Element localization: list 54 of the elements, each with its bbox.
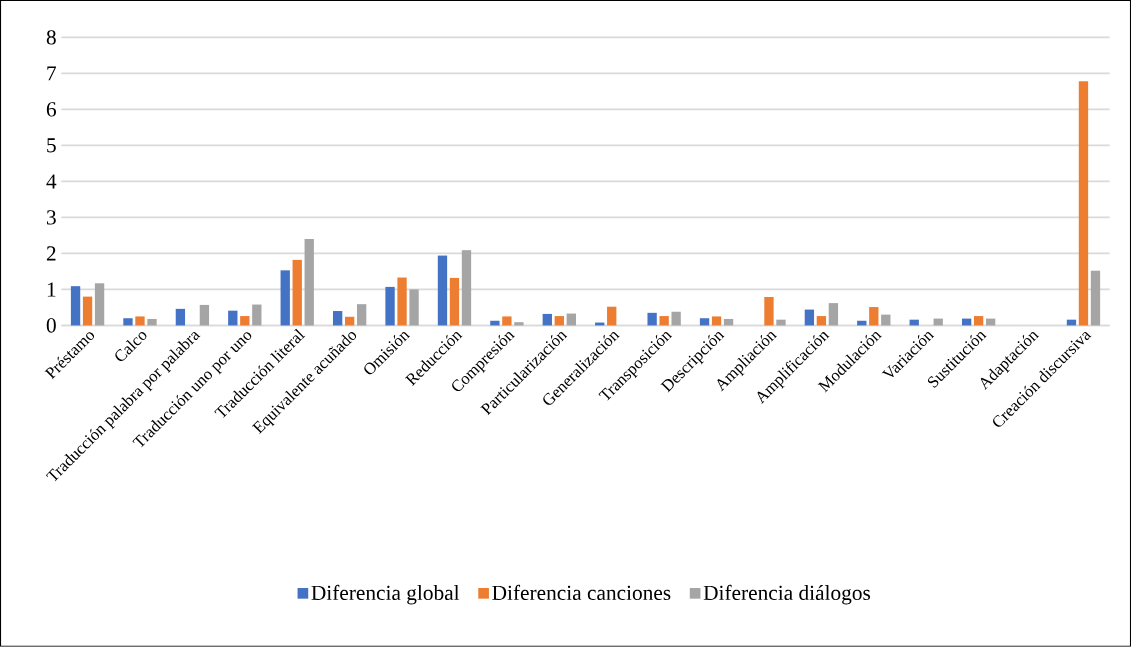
y-tick-label: 0 [46,318,56,333]
bar [764,297,774,326]
bar [461,250,472,326]
bar [70,286,81,326]
legend-label: Diferencia diálogos [703,584,871,605]
bar [554,316,564,326]
bar [252,304,262,326]
bar [356,304,367,326]
bar [449,277,460,326]
bar [1090,270,1101,326]
bar [711,316,722,326]
bar [240,316,250,326]
bar [514,322,524,326]
bar [332,311,343,326]
bar [228,310,238,326]
bar [397,277,407,326]
bar [409,289,419,326]
bar [82,296,93,326]
y-tick-label: 2 [46,246,56,261]
bar [147,319,157,326]
bar [385,286,395,326]
y-tick-label: 8 [46,30,56,45]
bar [280,270,290,326]
y-tick-label: 3 [47,210,56,225]
bar [94,283,105,326]
y-tick-label: 1 [47,282,56,297]
bar [135,316,145,326]
bar [659,316,669,326]
bar [816,316,827,326]
bar [502,316,512,326]
y-tick-label: 5 [47,138,56,153]
bar [973,316,984,326]
bar [490,320,500,326]
y-tick-label: 6 [46,102,57,117]
bar [671,311,681,326]
legend-label: Diferencia canciones [492,584,671,601]
bar [776,319,786,326]
bar [304,239,314,326]
bar [1078,81,1089,326]
y-tick-label: 7 [47,66,57,81]
bar [828,303,839,326]
bar [123,318,133,326]
bar [607,306,617,326]
bar [647,312,657,326]
bar [869,307,879,326]
legend-label: Diferencia global [311,584,460,605]
bar [292,259,302,326]
bar [542,313,552,326]
y-tick-label: 4 [46,174,57,189]
bar [699,318,710,326]
bar [804,309,815,326]
bar [199,304,210,326]
bar [175,308,186,326]
bar [437,255,448,326]
